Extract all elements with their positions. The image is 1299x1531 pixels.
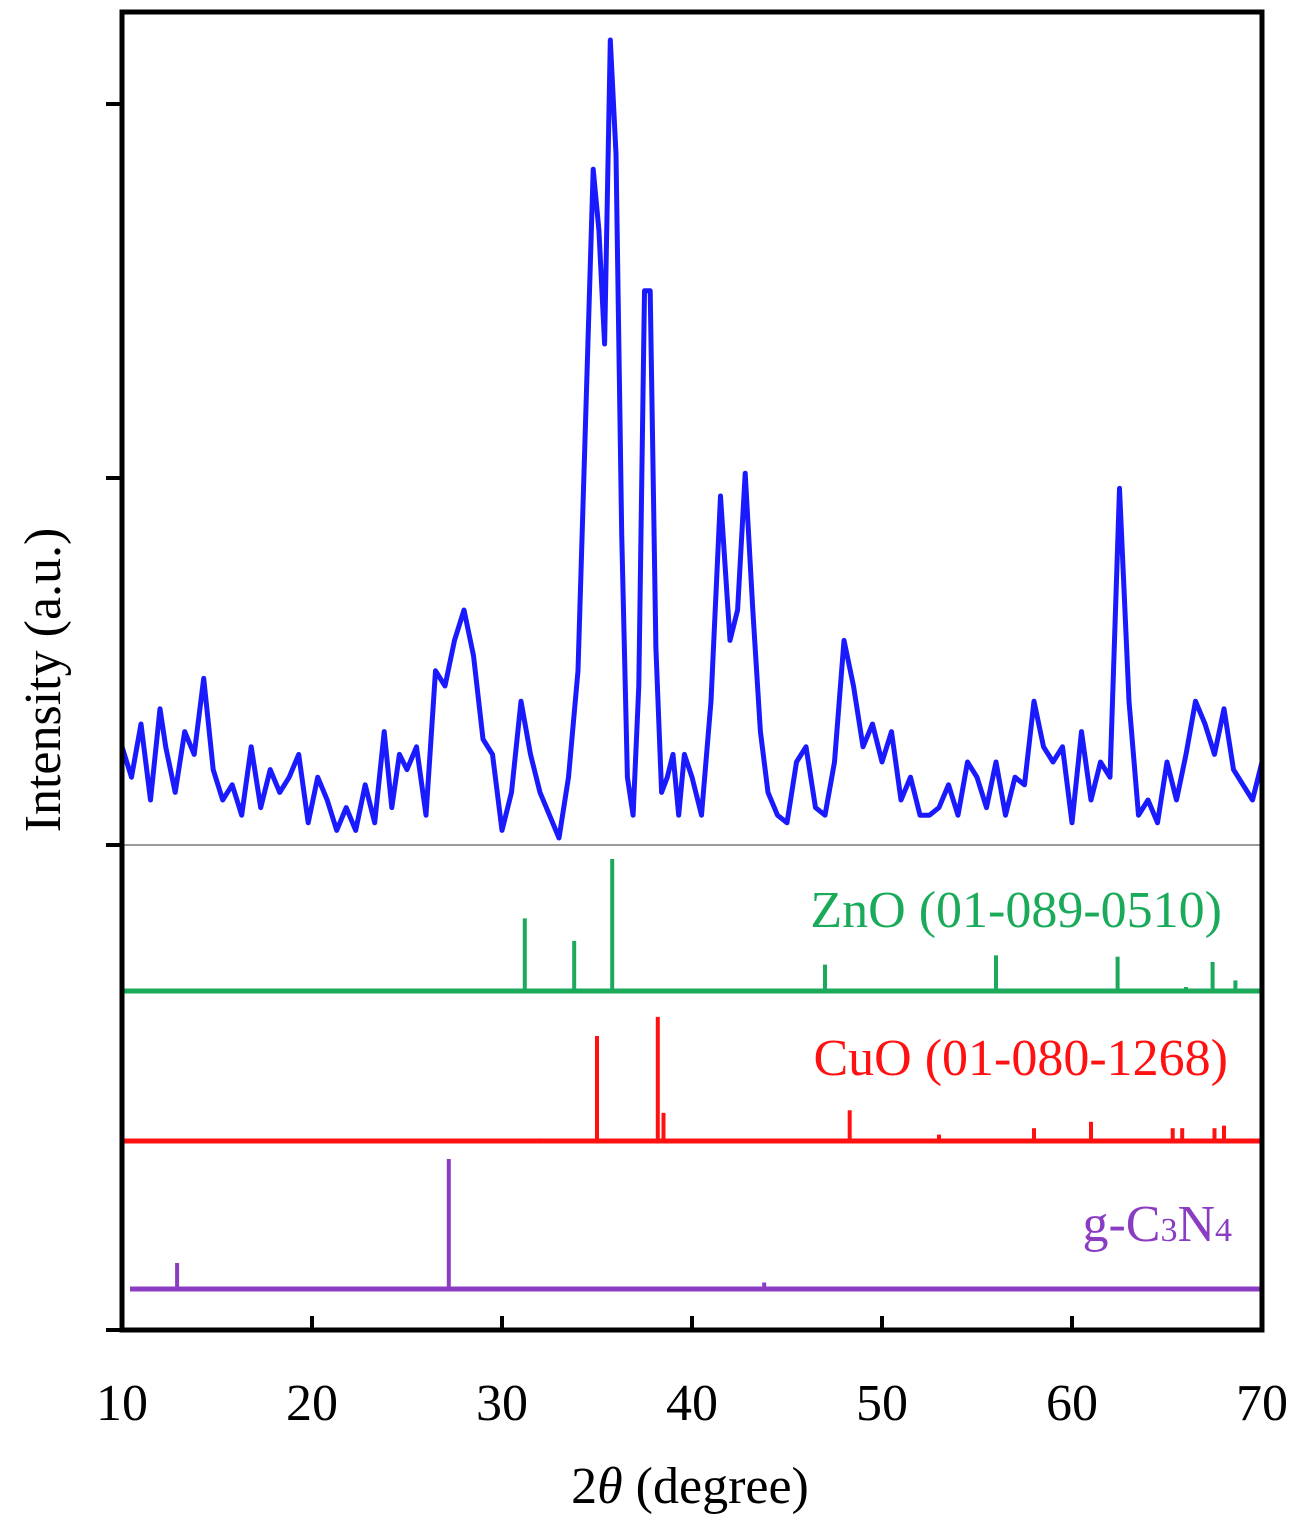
ref-label-cuo: CuO (01-080-1268) [813, 1030, 1228, 1087]
gcn-label-part-n: N [1177, 1196, 1215, 1253]
x-axis-title: 2θ (degree) [571, 1458, 809, 1515]
axes: 10 20 30 40 50 60 70 [96, 102, 1288, 1432]
x-axis-title-prefix: 2 [571, 1458, 597, 1515]
x-tick-label: 10 [96, 1375, 148, 1432]
x-tick-label: 60 [1046, 1375, 1098, 1432]
x-tick-label: 20 [286, 1375, 338, 1432]
x-tick-label: 70 [1236, 1375, 1288, 1432]
ref-label-zno: ZnO (01-089-0510) [810, 882, 1222, 939]
xrd-series-line [119, 37, 1265, 841]
gcn-label-sub-3: 3 [1160, 1212, 1177, 1249]
gcn-label-sub-4: 4 [1215, 1212, 1232, 1249]
x-axis-title-suffix: (degree) [623, 1458, 809, 1515]
reference-patterns [122, 859, 1262, 1292]
xrd-pattern [119, 37, 1265, 846]
x-tick-label: 30 [476, 1375, 528, 1432]
gcn-label-part-c: g-C [1082, 1196, 1160, 1253]
x-axis-title-symbol: θ [597, 1458, 623, 1515]
y-axis-title: Intensity (a.u.) [15, 528, 72, 833]
x-tick-label: 50 [856, 1375, 908, 1432]
x-tick-label: 40 [666, 1375, 718, 1432]
ref-label-gcn: g-C3N4 [1082, 1196, 1232, 1253]
